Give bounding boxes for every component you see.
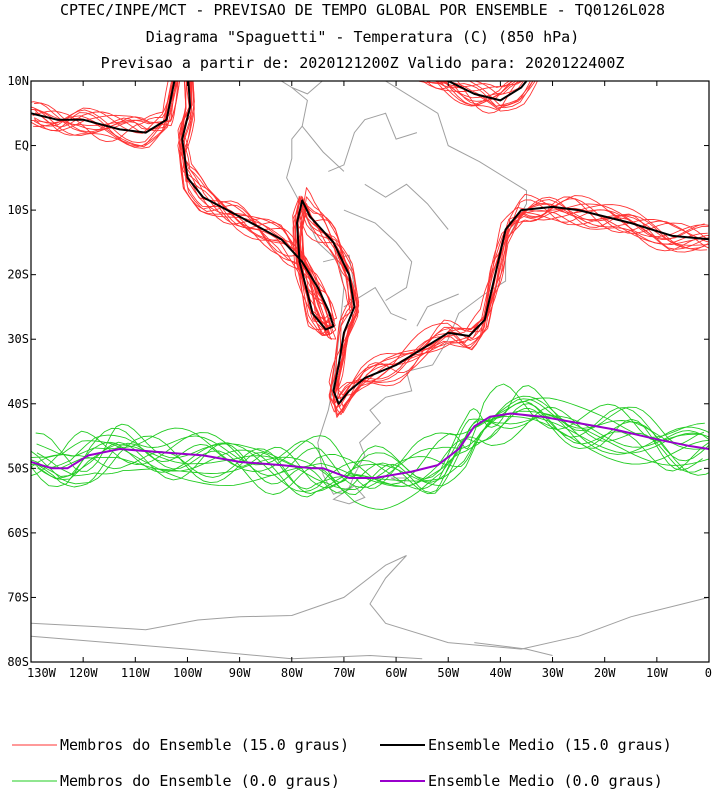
x-tick-label: 0 (705, 666, 712, 680)
y-tick-label: 50S (7, 461, 29, 475)
ensemble-member-line (418, 81, 534, 107)
ensemble-member-line (177, 81, 709, 403)
ensemble-member-line (33, 81, 175, 147)
ensemble-member-line (442, 81, 517, 99)
ensemble-member-line (31, 413, 709, 498)
coastline-segment (364, 183, 449, 230)
x-tick-label: 40W (490, 666, 512, 680)
ensemble-member-line (435, 81, 536, 110)
y-tick-label: 80S (7, 655, 29, 669)
coastline-segment (301, 125, 345, 172)
members-15-layer (31, 81, 709, 418)
y-tick-label: EQ (15, 139, 29, 153)
legend-label: Ensemble Medio (0.0 graus) (428, 772, 663, 790)
members-0-layer (31, 383, 709, 510)
x-tick-label: 130W (27, 666, 57, 680)
ensemble-member-line (437, 81, 531, 107)
ensemble-member-line (184, 81, 709, 414)
chart-title-line-1: CPTEC/INPE/MCT - PREVISAO DE TEMPO GLOBA… (59, 1, 666, 19)
mean-15-line (31, 81, 176, 134)
ensemble-member-line (31, 385, 705, 484)
coastline-segment (328, 112, 418, 172)
ensemble-member-line (456, 81, 519, 114)
ensemble-member-line (185, 81, 709, 401)
x-tick-label: 90W (229, 666, 251, 680)
plot-frame (30, 80, 710, 663)
y-axis: 10N EQ 10S 20S 30S 40S 50S 60S 70S 80S (7, 74, 709, 669)
ensemble-member-line (184, 81, 708, 408)
x-tick-label: 60W (385, 666, 407, 680)
ensemble-member-line (183, 81, 709, 416)
ensemble-member-line (31, 81, 175, 130)
x-tick-label: 70W (333, 666, 355, 680)
ensemble-member-line (36, 397, 705, 489)
coastline-segment (280, 81, 293, 88)
coastline-segment (322, 254, 355, 288)
ensemble-member-line (450, 81, 511, 105)
ensemble-member-line (181, 81, 705, 413)
y-tick-label: 60S (7, 526, 29, 540)
y-tick-label: 70S (7, 590, 29, 604)
ensemble-member-line (31, 414, 703, 495)
x-tick-label: 30W (542, 666, 564, 680)
mean-15-line (181, 81, 709, 405)
ensemble-member-line (31, 81, 181, 132)
ensemble-member-line (31, 81, 179, 134)
coastline-segment (31, 635, 423, 660)
x-tick-label: 20W (594, 666, 616, 680)
x-tick-label: 50W (437, 666, 459, 680)
chart-title-line-3: Previsao a partir de: 2020121200Z Valido… (100, 54, 625, 72)
coastline-segment (474, 642, 553, 656)
y-tick-label: 20S (7, 268, 29, 282)
ensemble-member-line (177, 81, 709, 417)
x-tick-label: 100W (173, 666, 203, 680)
ensemble-member-line (179, 81, 709, 409)
legend-label: Membros do Ensemble (15.0 graus) (60, 736, 349, 754)
legend: Membros do Ensemble (15.0 graus) Ensemble… (12, 736, 672, 790)
ensemble-member-line (31, 410, 709, 487)
x-tick-label: 120W (69, 666, 99, 680)
mean-lines-layer (31, 81, 709, 479)
coastline-segment (343, 286, 407, 321)
legend-label: Membros do Ensemble (0.0 graus) (60, 772, 340, 790)
y-tick-label: 10N (7, 74, 29, 88)
ensemble-member-line (421, 81, 515, 92)
y-tick-label: 30S (7, 332, 29, 346)
x-tick-label: 80W (281, 666, 303, 680)
legend-label: Ensemble Medio (15.0 graus) (428, 736, 672, 754)
x-axis: 130W 120W 110W 100W 90W 80W 70W 60W 50W 40W 30W 20W… (27, 81, 712, 680)
ensemble-member-line (180, 81, 709, 391)
chart-title-line-2: Diagrama "Spaguetti" - Temperatura (C) (… (145, 28, 580, 46)
coastline-segment (332, 485, 366, 505)
ensemble-member-line (178, 81, 709, 416)
y-tick-label: 10S (7, 203, 29, 217)
coastline-map (31, 81, 709, 660)
mean-0-line (31, 412, 709, 479)
x-tick-label: 10W (646, 666, 668, 680)
ensemble-member-line (31, 408, 709, 490)
ensemble-member-line (31, 398, 709, 489)
coastline-segment (416, 293, 459, 327)
coastline-segment (239, 555, 709, 650)
ensemble-member-line (36, 415, 709, 510)
ensemble-member-line (444, 81, 513, 102)
ensemble-member-line (31, 81, 177, 149)
ensemble-member-line (178, 81, 708, 418)
ensemble-member-line (34, 81, 179, 148)
ensemble-member-line (34, 81, 174, 133)
coastline-segment (31, 616, 240, 631)
y-tick-label: 40S (7, 397, 29, 411)
x-tick-label: 110W (121, 666, 151, 680)
coastline-segment (343, 209, 413, 301)
mean-15-line (445, 81, 528, 102)
